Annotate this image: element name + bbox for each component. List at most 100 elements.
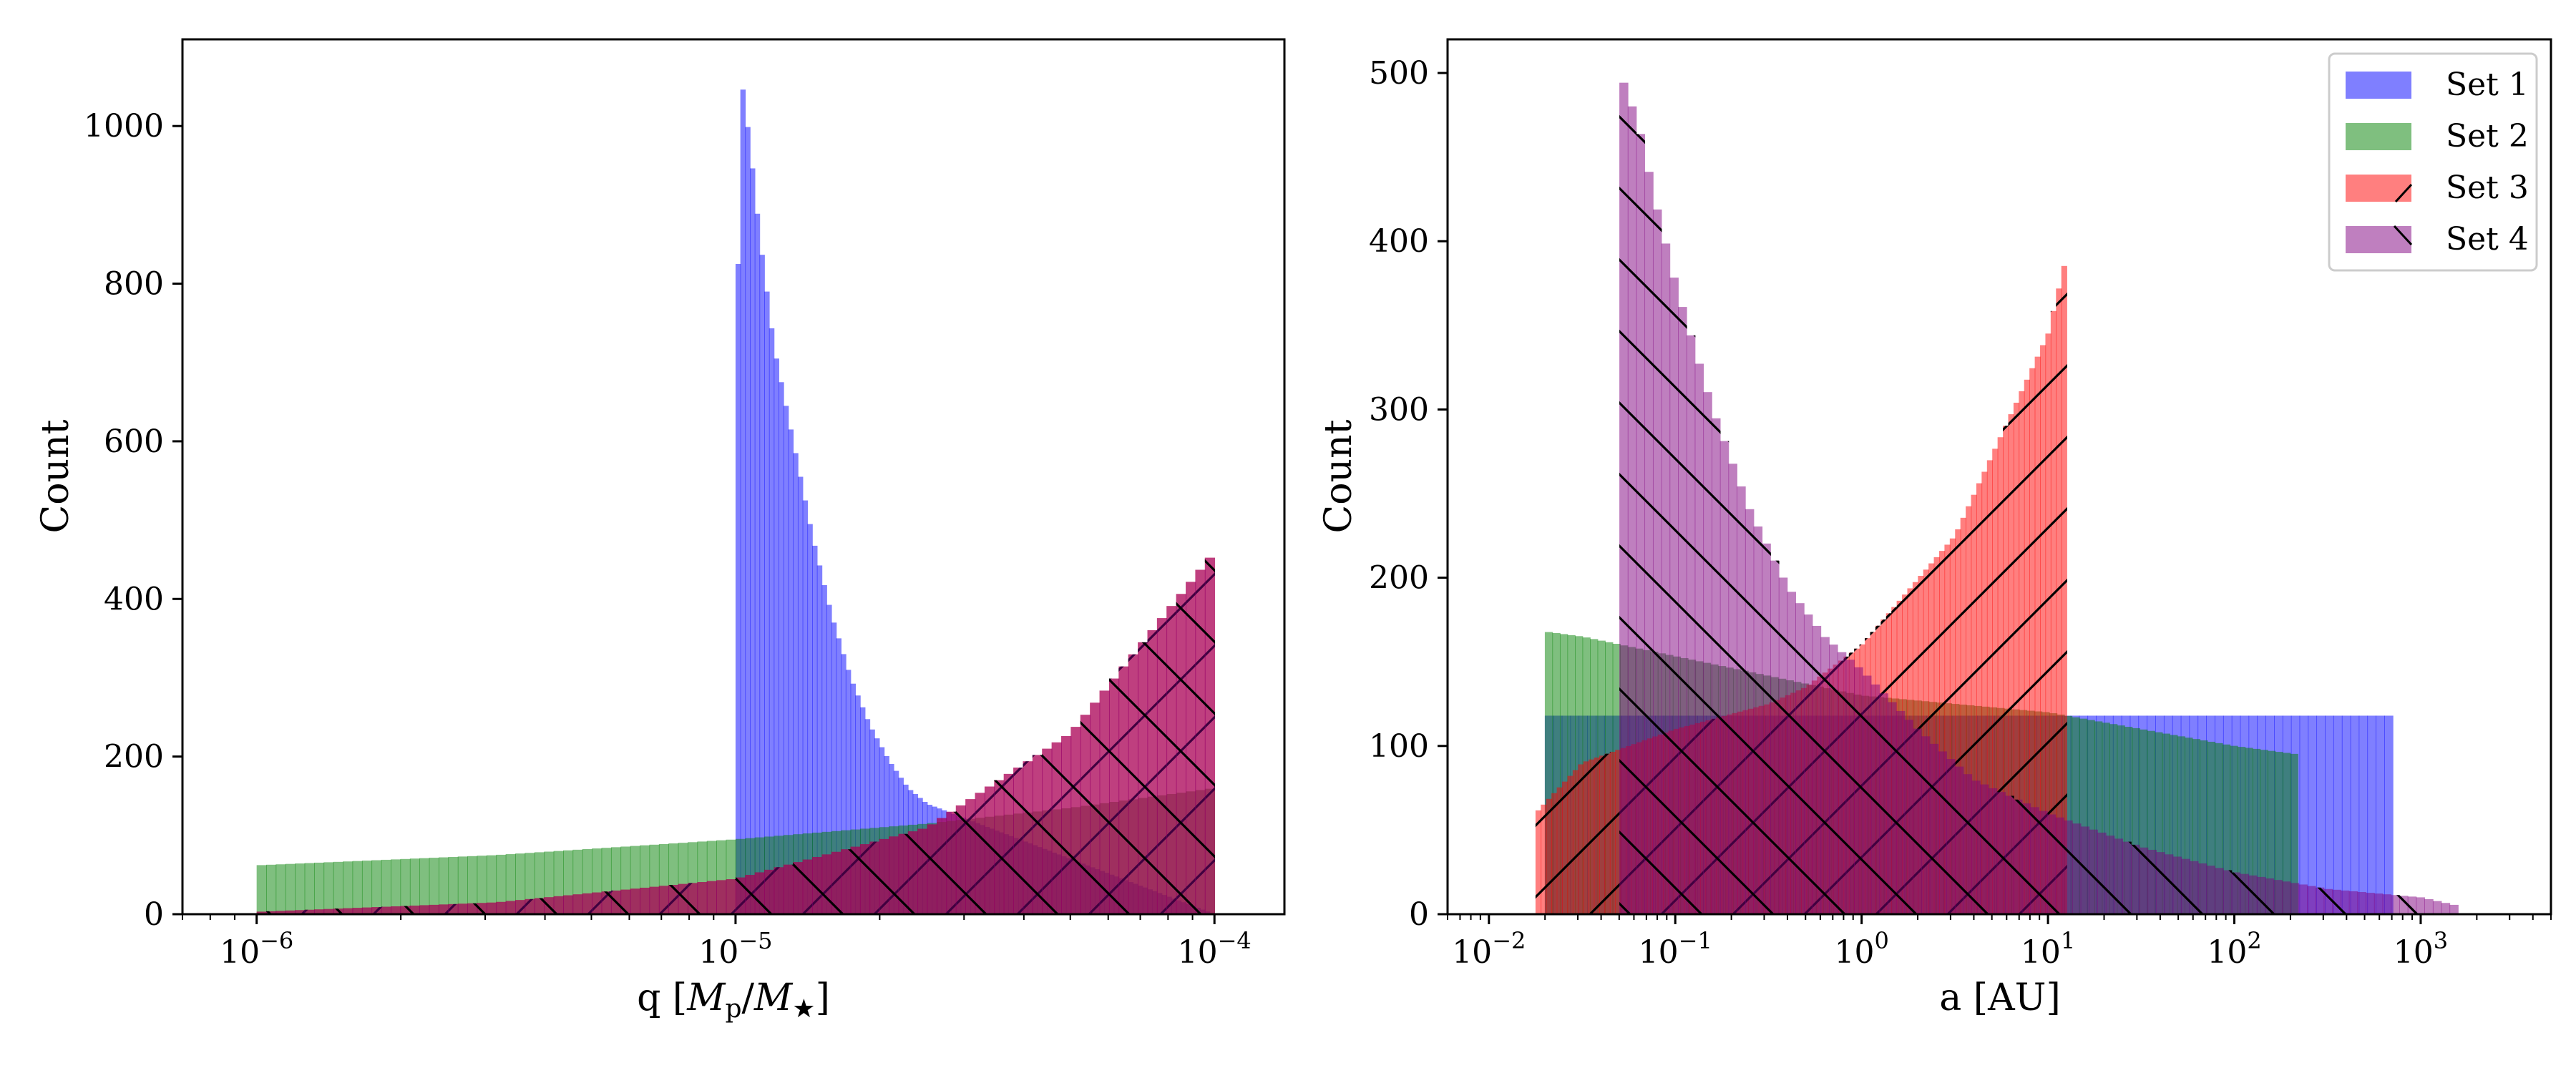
right-plot-area [1535, 82, 2459, 914]
left-bar-set-1 [812, 545, 818, 914]
right-bar-hatch-set-4 [2197, 863, 2207, 914]
left-x-tick-label: 10−6 [220, 927, 293, 971]
right-bar-set-1 [2350, 715, 2360, 914]
right-x-ticks: 10−2 10−1 100 101 102 103 [1447, 914, 2552, 971]
right-bar-hatch-set-4 [2366, 893, 2375, 914]
right-bar-hatch-set-4 [1686, 335, 1696, 914]
left-bar-set-2 [448, 856, 459, 914]
right-bar-hatch-set-4 [2147, 849, 2157, 914]
right-bar-hatch-set-4 [2223, 870, 2233, 914]
left-bar-hatch-set-4 [438, 904, 449, 914]
right-bar-hatch-set-4 [1770, 560, 1780, 914]
left-bar-set-1 [802, 500, 809, 914]
left-bar-hatch-set-4 [869, 841, 880, 914]
right-bar-hatch-set-4 [2231, 872, 2241, 914]
right-bar-hatch-set-4 [2130, 844, 2140, 914]
left-bar-hatch-set-4 [946, 811, 957, 914]
left-bar-hatch-set-4 [745, 875, 756, 914]
right-bar-hatch-set-4 [2399, 896, 2409, 914]
right-bar-hatch-set-4 [2005, 795, 2014, 914]
right-bar-set-2 [2177, 736, 2186, 914]
right-bar-hatch-set-4 [2039, 810, 2048, 914]
left-x-tick-label: 10−4 [1178, 927, 1252, 971]
left-bar-hatch-set-4 [1023, 761, 1033, 914]
right-bar-hatch-set-4 [1820, 637, 1830, 914]
left-bar-set-1 [859, 707, 866, 914]
right-bar-set-2 [2252, 748, 2261, 914]
left-bar-hatch-set-4 [649, 886, 660, 914]
right-bar-set-2 [1567, 635, 1576, 914]
left-bar-hatch-set-4 [343, 908, 353, 914]
right-bar-hatch-set-3 [1971, 494, 1977, 914]
left-bar-hatch-set-4 [1147, 629, 1158, 914]
left-bar-hatch-set-4 [1156, 618, 1168, 914]
left-bar-set-2 [256, 865, 267, 914]
right-bar-set-2 [2260, 750, 2268, 914]
right-bar-hatch-set-4 [1870, 684, 1880, 914]
right-bar-hatch-set-3 [1938, 551, 1946, 914]
left-bar-hatch-set-4 [496, 901, 507, 914]
right-bar-hatch-set-3 [1567, 775, 1574, 914]
left-bar-hatch-set-4 [295, 910, 306, 914]
right-bar-hatch-set-4 [1921, 736, 1931, 914]
left-bar-hatch-set-4 [859, 844, 871, 914]
right-bar-hatch-set-4 [2340, 890, 2350, 914]
left-bar-set-1 [864, 719, 871, 914]
legend-item-set-2: Set 2 [2346, 118, 2529, 155]
legend-item-set-4: Set 4 [2346, 221, 2529, 258]
left-axes-frame [181, 38, 1286, 916]
right-bar-hatch-set-4 [2190, 861, 2199, 914]
right-bar-hatch-set-4 [2265, 878, 2275, 914]
left-bar-hatch-set-4 [640, 887, 650, 914]
right-bar-hatch-set-4 [1619, 82, 1629, 914]
right-bar-hatch-set-4 [2240, 873, 2249, 914]
right-bar-hatch-set-3 [1986, 460, 1994, 914]
right-bar-hatch-set-4 [1879, 693, 1888, 914]
right-bar-hatch-set-3 [2045, 333, 2051, 914]
right-series-set-4 [1619, 82, 2459, 914]
right-bar-hatch-set-4 [1644, 172, 1654, 914]
left-bar-hatch-set-4 [610, 890, 622, 914]
right-bar-set-2 [2147, 730, 2155, 914]
left-bar-hatch-set-4 [352, 908, 363, 914]
right-bar-hatch-set-3 [2024, 379, 2030, 914]
right-bar-set-2 [1559, 634, 1568, 914]
left-y-tick-label: 600 [104, 423, 164, 460]
right-y-tick-label: 0 [1409, 896, 1429, 933]
left-bar-hatch-set-4 [984, 786, 995, 914]
right-bar-hatch-set-4 [2030, 807, 2039, 914]
left-bar-hatch-set-4 [774, 867, 784, 914]
right-bar-hatch-set-4 [1762, 543, 1771, 914]
right-bar-hatch-set-4 [2164, 854, 2174, 914]
left-bar-set-1 [754, 213, 761, 914]
right-bar-set-2 [2072, 717, 2080, 914]
left-bar-hatch-set-4 [553, 896, 564, 914]
right-bar-hatch-set-3 [2061, 265, 2067, 914]
left-chart: 10−6 10−5 10−4 0 200 400 600 800 1000 Count q [… [34, 38, 1286, 1024]
left-bar-set-2 [438, 857, 449, 914]
right-bar-hatch-set-3 [1966, 506, 1972, 914]
right-bar-hatch-set-4 [1929, 743, 1939, 914]
left-bar-set-2 [525, 853, 535, 914]
left-bar-set-2 [457, 856, 468, 914]
left-bar-set-2 [295, 863, 306, 914]
left-bar-set-2 [313, 862, 325, 914]
right-bar-hatch-set-3 [1599, 755, 1606, 914]
right-bar-hatch-set-4 [1712, 418, 1721, 914]
left-bar-hatch-set-4 [793, 862, 804, 914]
left-bar-hatch-set-4 [1099, 690, 1110, 914]
right-bar-hatch-set-4 [2021, 803, 2031, 914]
left-bar-hatch-set-4 [505, 901, 516, 914]
left-bar-set-1 [845, 670, 852, 914]
left-bar-set-1 [764, 291, 770, 914]
left-bar-hatch-set-4 [889, 836, 899, 914]
right-bar-hatch-set-3 [1609, 751, 1616, 914]
right-bar-set-1 [2384, 715, 2394, 914]
right-bar-hatch-set-3 [1589, 759, 1595, 914]
right-bar-hatch-set-4 [1913, 728, 1922, 914]
left-bar-hatch-set-4 [1176, 594, 1186, 914]
right-bar-hatch-set-4 [2064, 820, 2073, 914]
right-bar-hatch-set-3 [1933, 557, 1940, 914]
left-bar-hatch-set-4 [726, 879, 736, 914]
